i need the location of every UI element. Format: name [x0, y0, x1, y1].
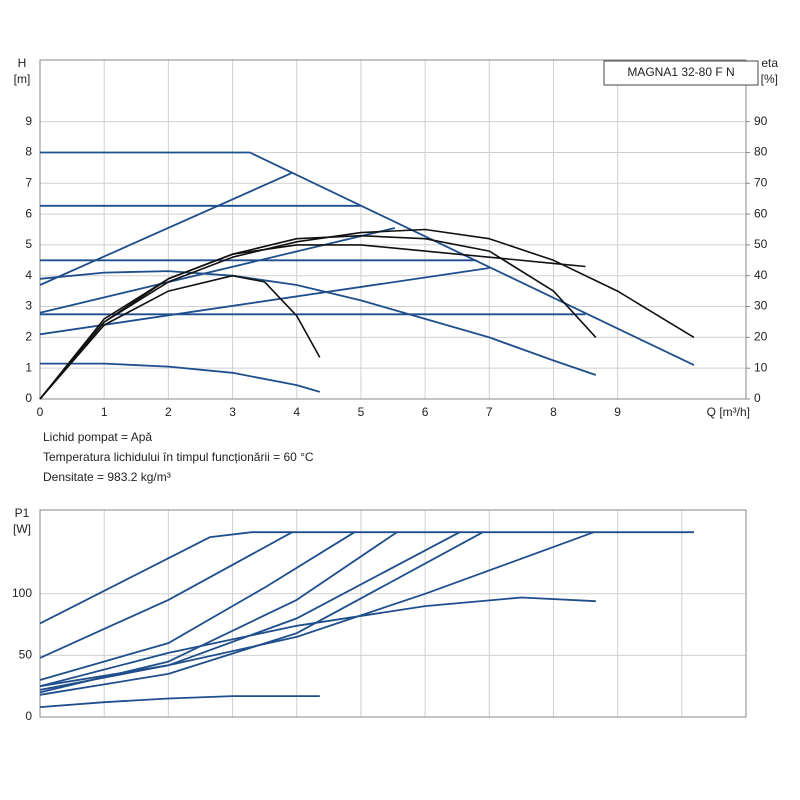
y-tick-label: 100 — [12, 586, 32, 600]
x-tick-label: 5 — [358, 405, 365, 419]
y-axis-label: H — [18, 56, 27, 70]
curve — [39, 531, 595, 688]
curve — [39, 531, 293, 659]
x-tick-label: 7 — [486, 405, 493, 419]
x-tick-label: 2 — [165, 405, 172, 419]
x-axis-label: Q [m³/h] — [707, 405, 750, 419]
curve — [39, 270, 597, 376]
y2-tick-label: 50 — [754, 237, 768, 251]
annotation: Temperatura lichidului în timpul funcțio… — [43, 450, 314, 464]
y-tick-label: 0 — [25, 709, 32, 723]
x-tick-label: 8 — [550, 405, 557, 419]
y-tick-label: 50 — [19, 648, 33, 662]
chart-title: MAGNA1 32-80 F N — [627, 65, 734, 79]
y2-axis-label: eta — [761, 56, 778, 70]
curve — [39, 531, 355, 681]
y2-tick-label: 10 — [754, 360, 768, 374]
curve — [40, 151, 695, 366]
curve — [39, 531, 484, 696]
y-tick-label: 9 — [25, 114, 32, 128]
y2-tick-label: 40 — [754, 268, 768, 282]
y-tick-label: 5 — [25, 237, 32, 251]
y-tick-label: 4 — [25, 268, 32, 282]
curve — [39, 531, 461, 691]
curve — [40, 362, 321, 393]
curve — [39, 695, 320, 708]
y2-tick-label: 90 — [754, 114, 768, 128]
curve — [39, 596, 596, 688]
y-tick-label: 0 — [25, 391, 32, 405]
y-tick-label: 7 — [25, 175, 32, 189]
annotation: Lichid pompat = Apă — [43, 430, 152, 444]
plot-frame — [39, 509, 747, 718]
annotation: Densitate = 983.2 kg/m³ — [43, 470, 171, 484]
curve — [39, 234, 597, 400]
x-tick-label: 4 — [293, 405, 300, 419]
y-tick-label: 2 — [25, 330, 32, 344]
y2-tick-label: 20 — [754, 330, 768, 344]
y2-tick-label: 70 — [754, 175, 768, 189]
y-tick-label: 6 — [25, 206, 32, 220]
y-axis-unit: [W] — [13, 522, 31, 536]
curve — [39, 227, 396, 314]
curve — [39, 228, 695, 400]
x-tick-label: 9 — [614, 405, 621, 419]
y2-tick-label: 30 — [754, 299, 768, 313]
curve — [39, 531, 694, 625]
y-tick-label: 3 — [25, 299, 32, 313]
y2-tick-label: 80 — [754, 145, 768, 159]
x-tick-label: 1 — [101, 405, 108, 419]
y-axis-unit: [m] — [14, 72, 31, 86]
y-tick-label: 1 — [25, 360, 32, 374]
legend-box — [603, 60, 759, 86]
plot-frame — [39, 59, 747, 400]
y-tick-label: 8 — [25, 145, 32, 159]
y2-axis-unit: [%] — [761, 72, 778, 86]
y2-tick-label: 60 — [754, 206, 768, 220]
y2-tick-label: 0 — [754, 391, 761, 405]
curve — [39, 171, 293, 286]
curve — [39, 274, 321, 400]
x-tick-label: 3 — [229, 405, 236, 419]
curve — [39, 267, 490, 336]
x-tick-label: 6 — [422, 405, 429, 419]
y-axis-label: P1 — [15, 506, 30, 520]
curve — [39, 244, 586, 400]
x-tick-label: 0 — [37, 405, 44, 419]
